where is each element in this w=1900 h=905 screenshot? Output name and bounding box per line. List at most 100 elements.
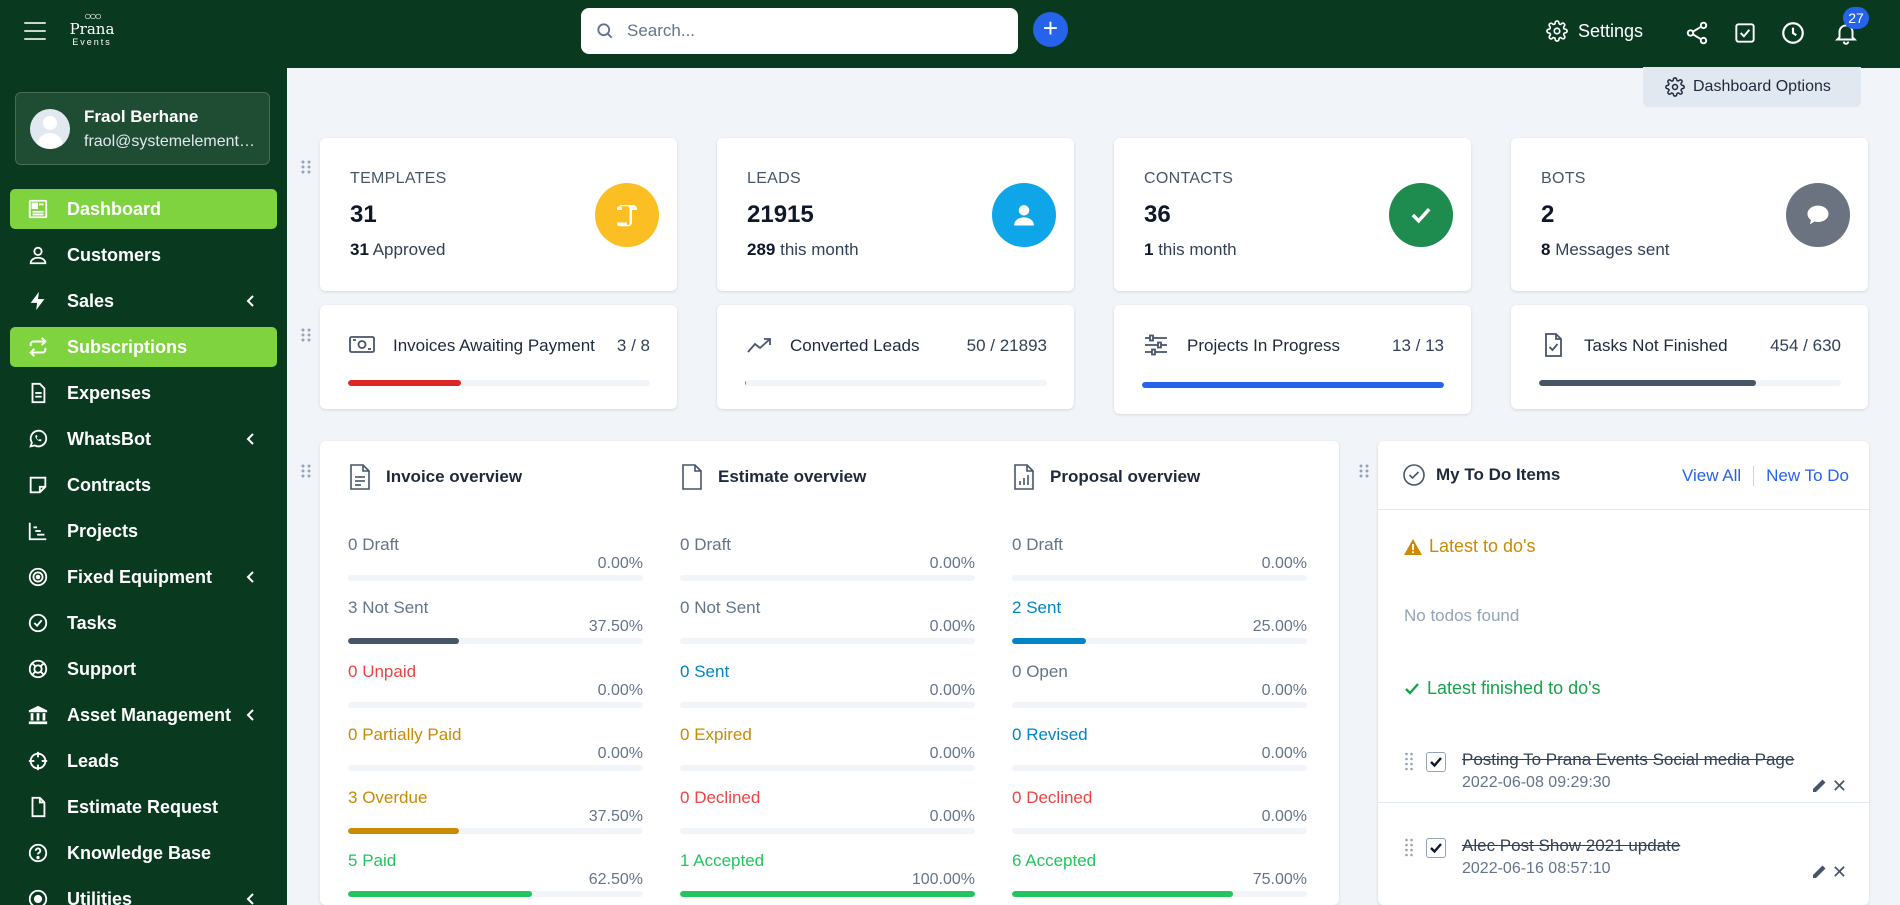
- delete-icon[interactable]: ✕: [1831, 776, 1847, 796]
- stat-sub-count: 8: [1541, 240, 1551, 259]
- stat-sub: 289 this month: [747, 240, 859, 260]
- share-icon[interactable]: [1684, 20, 1710, 46]
- status-label: 1 Accepted: [680, 851, 764, 871]
- settings-button[interactable]: Settings: [1546, 20, 1643, 42]
- todo-title: My To Do Items: [1436, 465, 1561, 484]
- overview-status-row[interactable]: 0 Draft 0.00%: [680, 535, 975, 585]
- drag-handle-icon[interactable]: [301, 328, 311, 342]
- status-progress-track: [1012, 638, 1307, 644]
- trend-up-icon: [747, 338, 771, 353]
- sidebar-item-contracts[interactable]: Contracts: [10, 465, 277, 505]
- sidebar-item-knowledge-base[interactable]: Knowledge Base: [10, 833, 277, 873]
- chat-icon: [1786, 183, 1850, 247]
- drag-handle-icon[interactable]: [301, 464, 311, 478]
- sidebar-item-fixed-equipment[interactable]: Fixed Equipment: [10, 557, 277, 597]
- overview-status-row[interactable]: 3 Overdue 37.50%: [348, 788, 643, 838]
- latest-todos-label: Latest to do's: [1429, 536, 1536, 556]
- overview-status-row[interactable]: 0 Declined 0.00%: [1012, 788, 1307, 838]
- pencil-icon[interactable]: [1811, 778, 1827, 794]
- status-count: 6: [1012, 851, 1022, 870]
- clock-icon[interactable]: [1780, 20, 1806, 46]
- sidebar-item-utilities[interactable]: Utilities: [10, 879, 277, 905]
- status-percent: 62.50%: [588, 871, 643, 888]
- dashboard-options-button[interactable]: Dashboard Options: [1643, 67, 1861, 107]
- status-percent: 0.00%: [929, 745, 975, 762]
- status-label: 5 Paid: [348, 851, 396, 871]
- todo-checkbox[interactable]: [1426, 838, 1446, 858]
- sidebar-item-projects[interactable]: Projects: [10, 511, 277, 551]
- progress-card-tasks-not-finished[interactable]: Tasks Not Finished 454 / 630: [1511, 305, 1868, 409]
- overview-header: Proposal overview: [1012, 463, 1200, 491]
- status-count: 0: [680, 725, 690, 744]
- drag-handle-icon[interactable]: [1359, 464, 1369, 478]
- overview-status-row[interactable]: 0 Draft 0.00%: [1012, 535, 1307, 585]
- quick-create-button[interactable]: +: [1033, 12, 1068, 47]
- brand-logo[interactable]: ○○○ Prana Events: [66, 10, 118, 54]
- sidebar-item-asset-management[interactable]: Asset Management: [10, 695, 277, 735]
- overview-status-row[interactable]: 0 Revised 0.00%: [1012, 725, 1307, 775]
- sidebar: Fraol Berhane fraol@systemelements.com D…: [0, 68, 287, 905]
- drag-handle-icon[interactable]: [1404, 838, 1414, 858]
- stat-label: BOTS: [1541, 170, 1586, 187]
- status-progress-track: [680, 702, 975, 708]
- overview-status-row[interactable]: 3 Not Sent 37.50%: [348, 598, 643, 648]
- overview-status-row[interactable]: 6 Accepted 75.00%: [1012, 851, 1307, 901]
- user-profile-card[interactable]: Fraol Berhane fraol@systemelements.com: [15, 92, 270, 165]
- sidebar-item-tasks[interactable]: Tasks: [10, 603, 277, 643]
- overview-status-row[interactable]: 2 Sent 25.00%: [1012, 598, 1307, 648]
- sidebar-item-label: Estimate Request: [67, 796, 219, 817]
- overview-status-row[interactable]: 0 Declined 0.00%: [680, 788, 975, 838]
- progress-track: [1539, 380, 1841, 386]
- overview-status-row[interactable]: 0 Open 0.00%: [1012, 662, 1307, 712]
- todo-date: 2022-06-16 08:57:10: [1462, 860, 1611, 877]
- sidebar-item-whatsbot[interactable]: WhatsBot: [10, 419, 277, 459]
- sidebar-item-dashboard[interactable]: Dashboard: [10, 189, 277, 229]
- status-label: 2 Sent: [1012, 598, 1061, 618]
- sidebar-item-sales[interactable]: Sales: [10, 281, 277, 321]
- search-input[interactable]: [627, 21, 1007, 41]
- overview-status-row[interactable]: 0 Sent 0.00%: [680, 662, 975, 712]
- pencil-icon[interactable]: [1811, 864, 1827, 880]
- search-box[interactable]: [581, 8, 1018, 54]
- view-all-link[interactable]: View All: [1681, 466, 1742, 485]
- sidebar-item-customers[interactable]: Customers: [10, 235, 277, 275]
- stat-card-bots[interactable]: BOTS 2 8 Messages sent: [1511, 138, 1868, 291]
- sidebar-item-expenses[interactable]: Expenses: [10, 373, 277, 413]
- check-icon: [1405, 682, 1419, 695]
- progress-fill: [745, 380, 747, 386]
- todo-checkbox[interactable]: [1426, 752, 1446, 772]
- sidebar-item-support[interactable]: Support: [10, 649, 277, 689]
- todo-text: Alec Post Show 2021 update: [1462, 836, 1681, 855]
- overview-status-row[interactable]: 0 Unpaid 0.00%: [348, 662, 643, 712]
- overview-status-row[interactable]: 0 Not Sent 0.00%: [680, 598, 975, 648]
- checkbox-square-icon[interactable]: [1732, 20, 1758, 46]
- bell-icon[interactable]: [1833, 20, 1859, 46]
- progress-card-converted-leads[interactable]: Converted Leads 50 / 21893: [717, 305, 1074, 409]
- status-label: 6 Accepted: [1012, 851, 1096, 871]
- overview-status-row[interactable]: 5 Paid 62.50%: [348, 851, 643, 901]
- stat-label: TEMPLATES: [350, 170, 447, 187]
- stat-card-leads[interactable]: LEADS 21915 289 this month: [717, 138, 1074, 291]
- stat-card-templates[interactable]: TEMPLATES 31 31 Approved: [320, 138, 677, 291]
- sidebar-item-subscriptions[interactable]: Subscriptions: [10, 327, 277, 367]
- overview-status-row[interactable]: 0 Expired 0.00%: [680, 725, 975, 775]
- overview-status-row[interactable]: 0 Partially Paid 0.00%: [348, 725, 643, 775]
- progress-card-projects-in-progress[interactable]: Projects In Progress 13 / 13: [1114, 305, 1471, 414]
- overview-header: Estimate overview: [680, 463, 866, 491]
- stat-sub: 1 this month: [1144, 240, 1237, 260]
- new-todo-link[interactable]: New To Do: [1766, 466, 1849, 485]
- sidebar-item-estimate-request[interactable]: Estimate Request: [10, 787, 277, 827]
- checkmark-icon: [1430, 757, 1442, 768]
- menu-toggle-icon[interactable]: [24, 22, 46, 40]
- status-percent: 0.00%: [929, 618, 975, 635]
- sidebar-item-leads[interactable]: Leads: [10, 741, 277, 781]
- drag-handle-icon[interactable]: [301, 160, 311, 174]
- overview-status-row[interactable]: 1 Accepted 100.00%: [680, 851, 975, 901]
- overview-status-row[interactable]: 0 Draft 0.00%: [348, 535, 643, 585]
- status-name: Revised: [1021, 725, 1088, 744]
- delete-icon[interactable]: ✕: [1831, 862, 1847, 882]
- stat-card-contacts[interactable]: CONTACTS 36 1 this month: [1114, 138, 1471, 291]
- drag-handle-icon[interactable]: [1404, 752, 1414, 772]
- progress-card-invoices-awaiting[interactable]: Invoices Awaiting Payment 3 / 8: [320, 305, 677, 409]
- status-name: Draft: [1021, 535, 1064, 554]
